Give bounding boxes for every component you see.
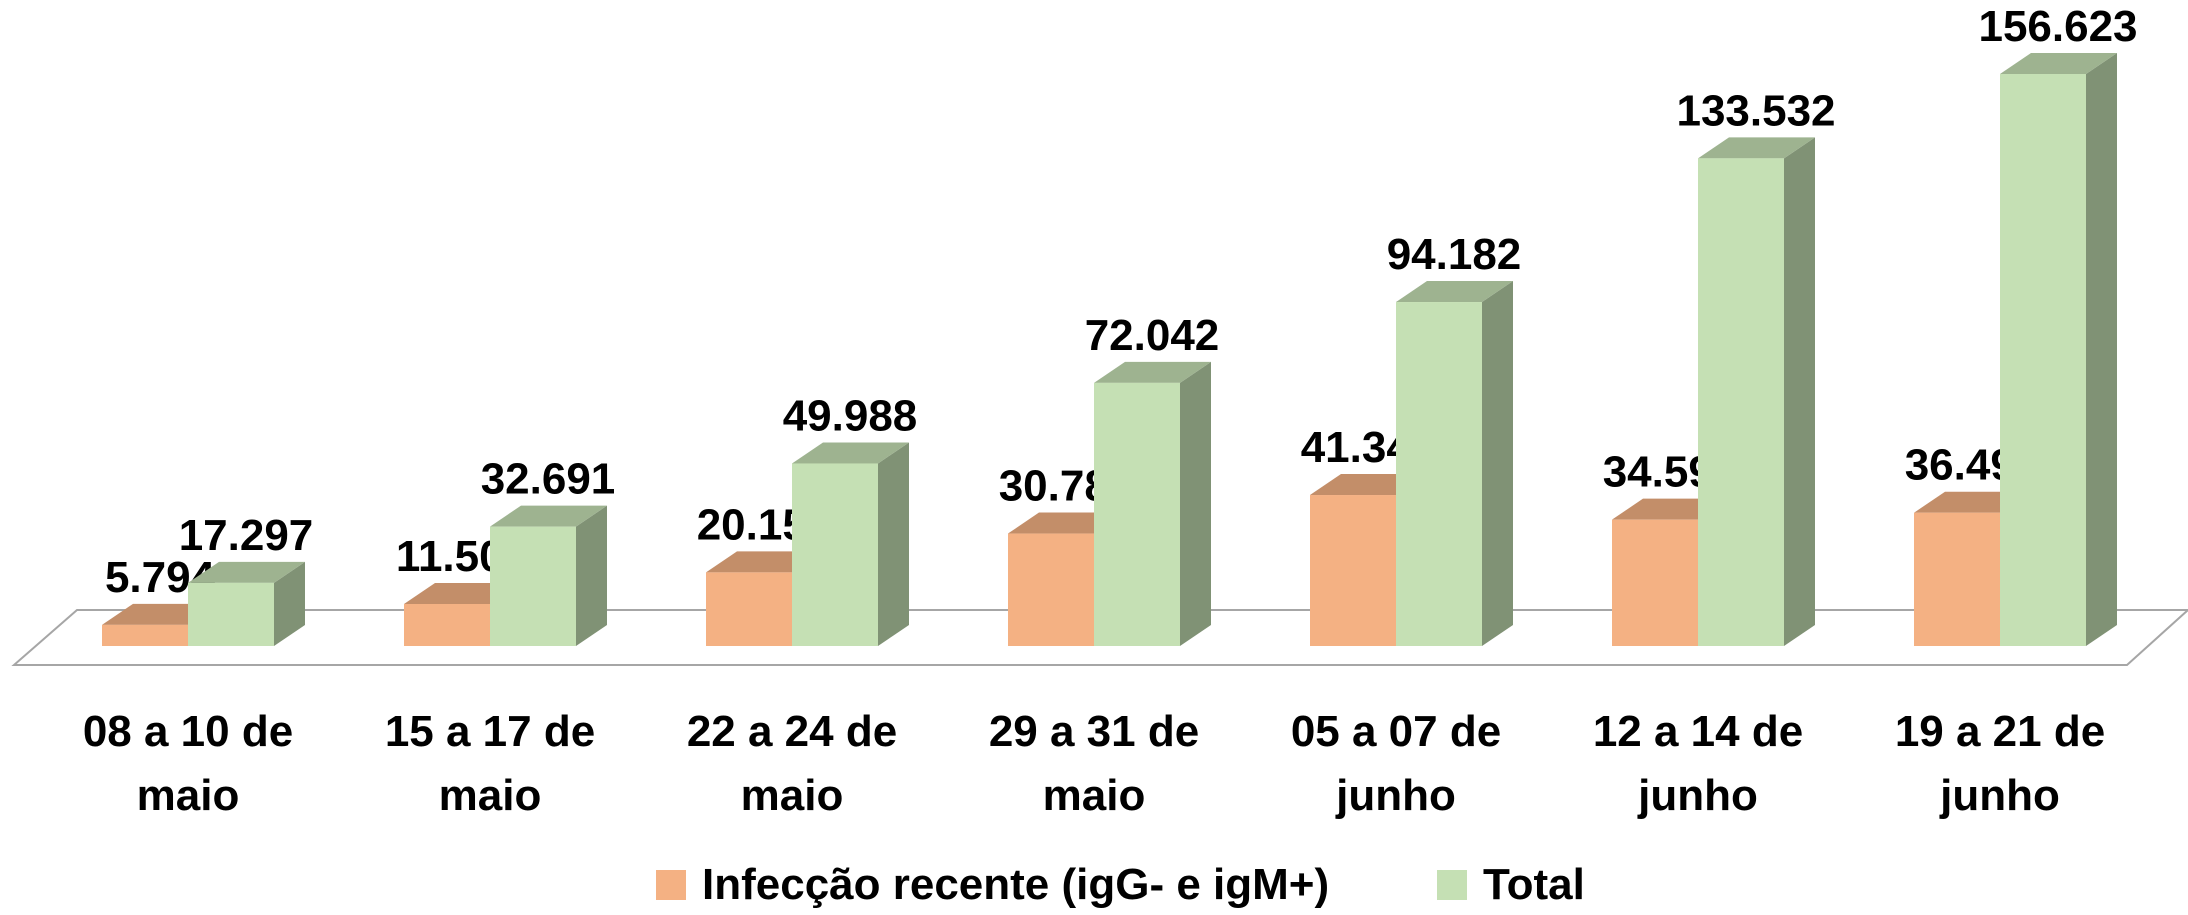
data-label: 94.182 [1387,230,1522,279]
data-label: 156.623 [1978,2,2137,51]
legend-swatch [1437,870,1467,900]
data-label: 133.532 [1676,86,1835,135]
x-tick-label: 05 a 07 de junho [1290,707,1502,820]
data-label: 72.042 [1085,311,1220,360]
bar [1914,512,2000,646]
bar [792,463,878,646]
bar [2000,74,2086,646]
bar [1698,158,1784,647]
bar [1396,302,1482,646]
data-label: 17.297 [179,511,314,560]
bar-top [188,561,305,583]
bar-side [274,561,305,646]
bar-top [2000,53,2117,74]
legend-label: Total [1483,860,1585,909]
bar [706,572,792,646]
bar [1008,533,1094,646]
bar-top [792,442,909,464]
x-tick-label: 22 a 24 de maio [686,707,898,820]
x-tick-label: 19 a 21 de junho [1894,707,2106,820]
legend-swatch [656,870,686,900]
legend-item: Infecção recente (igG- e igM+) [656,860,1329,910]
bar-side [576,505,607,646]
bar [1094,382,1180,646]
bar [404,603,490,646]
bar-top [1094,361,1211,383]
bar-top [1396,281,1513,303]
x-tick-label: 12 a 14 de junho [1592,707,1804,820]
bar-side [878,442,909,646]
bar [490,526,576,646]
legend-item: Total [1437,860,1585,910]
bar-top [490,505,607,527]
data-label: 32.691 [481,455,616,504]
bar-side [2086,53,2117,646]
x-tick-label: 15 a 17 de maio [384,707,596,820]
x-tick-label: 08 a 10 de maio [82,707,294,820]
data-label: 49.988 [783,391,918,440]
bar [1612,519,1698,646]
bar-side [1784,137,1815,647]
bar-top [1698,137,1815,159]
bar-side [1482,281,1513,646]
bar [1310,495,1396,646]
bar [102,624,188,646]
bar-side [1180,361,1211,646]
legend-label: Infecção recente (igG- e igM+) [702,860,1330,909]
bar [188,582,274,646]
x-tick-label: 29 a 31 de maio [988,707,1200,820]
